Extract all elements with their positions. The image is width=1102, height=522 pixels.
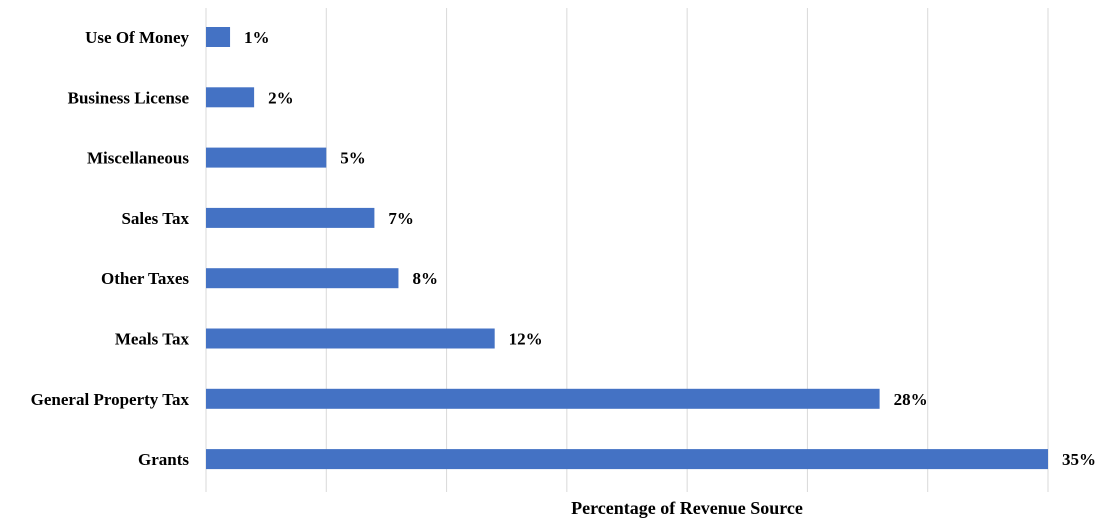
- data-label: 2%: [268, 88, 294, 107]
- data-label: 12%: [509, 330, 543, 349]
- category-label: Business License: [68, 88, 190, 107]
- bar: [206, 207, 375, 228]
- bar: [206, 328, 495, 349]
- category-label: Miscellaneous: [87, 149, 189, 168]
- bar: [206, 388, 880, 409]
- data-label: 35%: [1062, 450, 1096, 469]
- bar: [206, 268, 399, 289]
- category-label: General Property Tax: [31, 390, 190, 409]
- category-label: Use Of Money: [85, 28, 189, 47]
- data-label: 7%: [388, 209, 414, 228]
- data-labels: 1% 2% 5% 7% 8% 12% 28% 35%: [244, 28, 1096, 469]
- data-label: 8%: [412, 269, 438, 288]
- data-label: 28%: [894, 390, 928, 409]
- category-label: Meals Tax: [115, 330, 190, 349]
- x-axis-title: Percentage of Revenue Source: [571, 498, 803, 518]
- category-label: Grants: [138, 450, 189, 469]
- bar: [206, 449, 1048, 470]
- category-label: Sales Tax: [121, 209, 189, 228]
- bar: [206, 147, 327, 168]
- data-label: 1%: [244, 28, 269, 47]
- category-labels: Use Of Money Business License Miscellaneou…: [31, 28, 190, 469]
- bar: [206, 27, 231, 47]
- bar: [206, 87, 255, 108]
- data-label: 5%: [340, 149, 366, 168]
- category-label: Other Taxes: [101, 269, 189, 288]
- gridlines: [205, 8, 1049, 492]
- bars: [206, 27, 1048, 470]
